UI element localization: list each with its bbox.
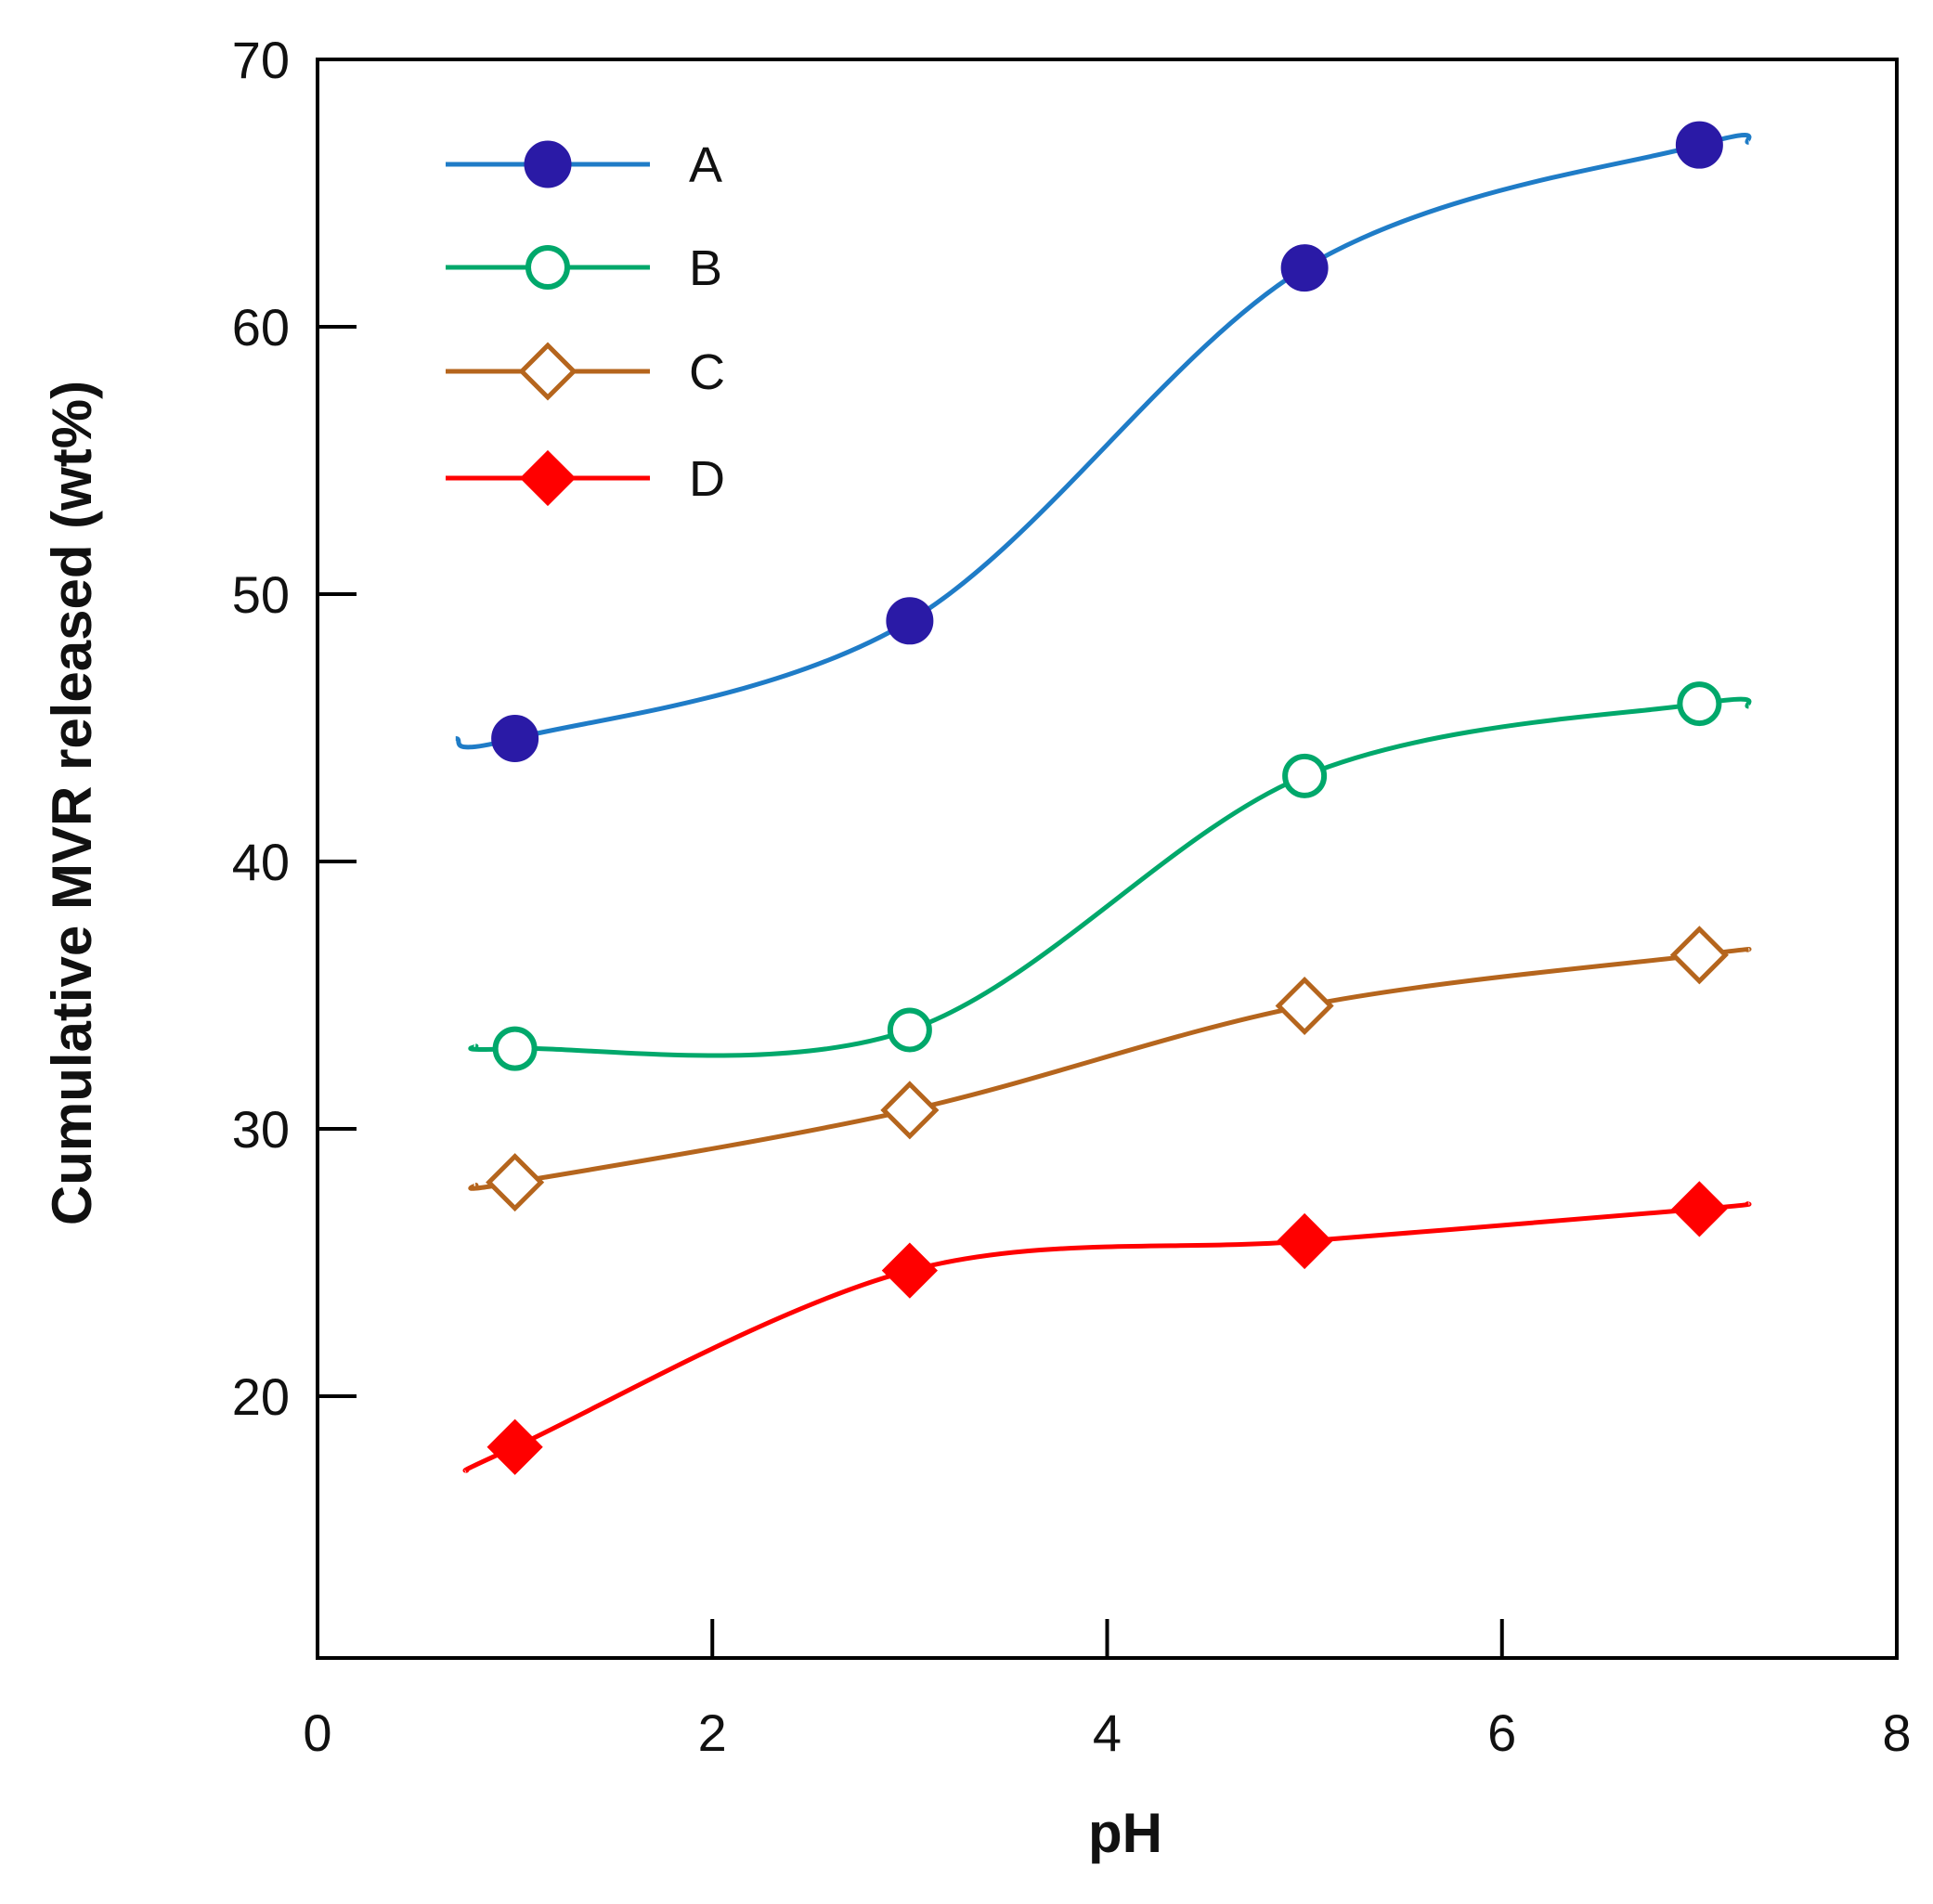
series-C-point bbox=[1275, 976, 1334, 1036]
series-C-line bbox=[468, 946, 1752, 1191]
x-tick-label: 6 bbox=[1487, 1703, 1516, 1762]
series-B-line bbox=[468, 696, 1752, 1058]
x-axis-title: pH bbox=[1088, 1802, 1162, 1864]
series-C-point bbox=[880, 1081, 940, 1140]
series-D-point bbox=[1277, 1212, 1333, 1270]
legend-D-marker bbox=[519, 449, 577, 507]
legend-B-label: B bbox=[689, 240, 722, 296]
series-A-point bbox=[886, 597, 934, 645]
series-markers bbox=[486, 121, 1729, 1475]
legend-C-label: C bbox=[689, 344, 725, 400]
y-axis-title: Cumulative MVR released (wt%) bbox=[41, 381, 103, 1225]
x-tick-label: 2 bbox=[698, 1703, 727, 1762]
x-tick-label: 8 bbox=[1882, 1703, 1911, 1762]
y-tick-label: 20 bbox=[232, 1367, 290, 1426]
y-axis-ticks: 20 30 40 50 60 70 bbox=[232, 31, 357, 1426]
legend-A-label: A bbox=[689, 137, 722, 193]
series-A-line bbox=[455, 133, 1752, 750]
series-D-point bbox=[486, 1418, 543, 1475]
y-tick-label: 60 bbox=[232, 298, 290, 356]
series-A-point bbox=[1280, 244, 1329, 292]
series-C-point bbox=[486, 1153, 545, 1212]
legend-D-label: D bbox=[689, 451, 725, 507]
series-D-line bbox=[462, 1201, 1752, 1473]
plot-frame bbox=[316, 58, 1899, 1660]
series-C-point bbox=[1669, 926, 1729, 985]
series-curves bbox=[455, 133, 1752, 1473]
series-B-point bbox=[492, 1026, 538, 1071]
series-A-point bbox=[1675, 121, 1723, 169]
series-D-point bbox=[1671, 1181, 1728, 1237]
y-tick-label: 70 bbox=[232, 31, 290, 89]
y-tick-label: 50 bbox=[232, 565, 290, 624]
y-tick-label: 40 bbox=[232, 833, 290, 891]
legend-A-marker bbox=[524, 140, 572, 188]
series-B-point bbox=[887, 1007, 932, 1053]
series-B-point bbox=[1282, 753, 1328, 798]
x-tick-label: 4 bbox=[1093, 1703, 1122, 1762]
series-D-point bbox=[881, 1242, 938, 1299]
series-A-point bbox=[491, 715, 539, 763]
x-tick-label: 0 bbox=[303, 1703, 331, 1762]
legend-B-marker bbox=[525, 245, 570, 290]
x-axis-ticks: 0 2 4 6 8 bbox=[303, 1619, 1912, 1762]
series-B-point bbox=[1677, 681, 1722, 727]
y-tick-label: 30 bbox=[232, 1100, 290, 1159]
legend-C-marker bbox=[518, 342, 577, 401]
